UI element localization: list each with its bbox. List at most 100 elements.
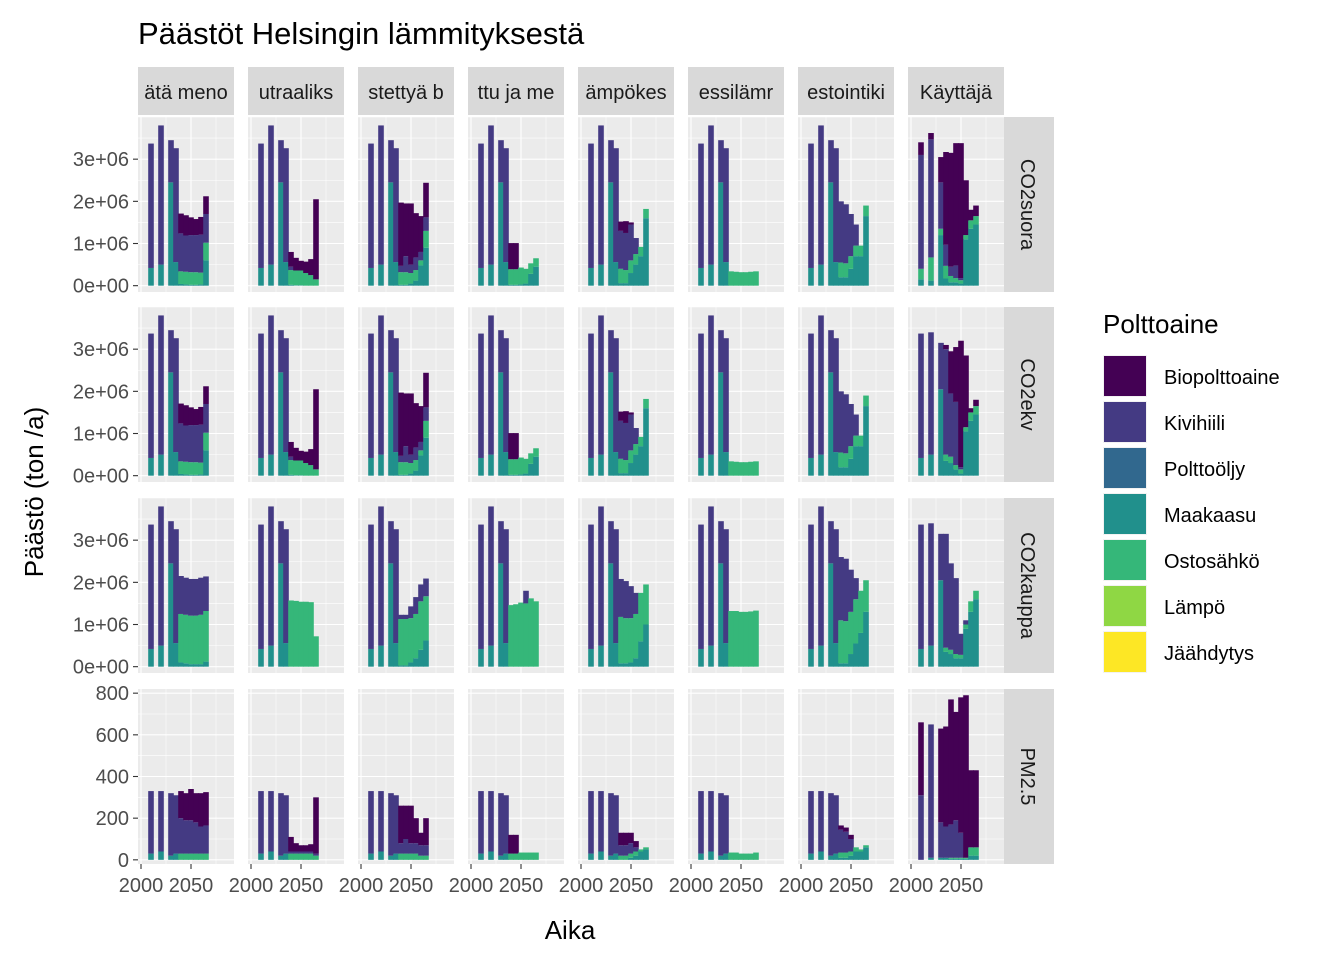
bar-segment-biopolttoaine xyxy=(948,351,954,394)
bar-segment-ostos-hk- xyxy=(863,395,869,407)
bar-segment-ostos-hk- xyxy=(403,853,409,860)
bar-segment-ostos-hk- xyxy=(403,462,409,475)
bar-segment-biopolttoaine xyxy=(508,834,514,854)
bar-segment-maakaasu xyxy=(158,264,164,286)
bar-segment-maakaasu xyxy=(973,599,979,667)
bar-segment-ostos-hk- xyxy=(958,654,964,659)
bar-segment-maakaasu xyxy=(503,262,509,286)
legend-swatch xyxy=(1104,448,1146,488)
bar-segment-ostos-hk- xyxy=(943,647,949,652)
facet-panel xyxy=(138,689,234,864)
bar-segment-ostos-hk- xyxy=(843,453,849,468)
bar-segment-ostos-hk- xyxy=(958,857,964,859)
bar-segment-ostos-hk- xyxy=(183,271,189,285)
bar-segment-kivihiili xyxy=(158,791,164,852)
bar-segment-kivihiili xyxy=(718,330,724,373)
bar-segment-maakaasu xyxy=(838,663,844,667)
panel-background xyxy=(688,117,784,292)
bar-segment-ostos-hk- xyxy=(733,852,739,860)
column-strip-label: ätä meno xyxy=(144,82,227,104)
bar-segment-biopolttoaine xyxy=(308,259,314,276)
bar-segment-kivihiili xyxy=(198,826,204,854)
bar-segment-kivihiili xyxy=(258,143,264,268)
bar-segment-ostos-hk- xyxy=(403,272,409,285)
bar-segment-kivihiili xyxy=(418,584,424,602)
chart-title: Päästöt Helsingin lämmityksestä xyxy=(138,16,585,51)
legend-item: Polttoöljy xyxy=(1103,447,1245,489)
bar-segment-ostos-hk- xyxy=(643,398,649,409)
bar-segment-ostos-hk- xyxy=(513,604,519,667)
bar-segment-maakaasu xyxy=(973,224,979,286)
legend-label: Maakaasu xyxy=(1164,505,1256,527)
bar-segment-biopolttoaine xyxy=(298,845,304,852)
bar-segment-kivihiili xyxy=(193,235,199,273)
facet-panel xyxy=(688,497,784,673)
bar-segment-kivihiili xyxy=(948,824,954,858)
bar-segment-maakaasu xyxy=(718,372,724,476)
column-strip-label: estointiki xyxy=(807,82,885,104)
bar-segment-kivihiili xyxy=(188,820,194,854)
bar-segment-biopolttoaine xyxy=(973,399,979,407)
bar-segment-maakaasu xyxy=(973,855,979,860)
bar-segment-kivihiili xyxy=(618,578,624,617)
bar-segment-maakaasu xyxy=(643,408,649,476)
bar-segment-maakaasu xyxy=(618,663,624,667)
bar-segment-kivihiili xyxy=(943,349,949,455)
bar-segment-maakaasu xyxy=(183,663,189,667)
facet-panel xyxy=(138,497,234,673)
bar-segment-maakaasu xyxy=(633,658,639,667)
bar-segment-ostos-hk- xyxy=(523,603,529,667)
bar-segment-maakaasu xyxy=(953,658,959,667)
bar-segment-kivihiili xyxy=(258,791,264,854)
bar-segment-kivihiili xyxy=(283,795,289,854)
bar-segment-biopolttoaine xyxy=(963,355,969,428)
bar-segment-ostos-hk- xyxy=(953,278,959,283)
bar-segment-maakaasu xyxy=(378,851,384,860)
bar-segment-maakaasu xyxy=(958,858,964,860)
bar-segment-biopolttoaine xyxy=(313,199,319,280)
bar-segment-kivihiili xyxy=(838,201,844,263)
bar-segment-kivihiili xyxy=(278,521,284,564)
bar-segment-maakaasu xyxy=(838,857,844,860)
bar-segment-biopolttoaine xyxy=(963,180,969,236)
bar-segment-biopolttoaine xyxy=(403,805,409,839)
bar-segment-maakaasu xyxy=(393,853,399,860)
x-tick-label: 2000 xyxy=(449,875,494,897)
bar-segment-maakaasu xyxy=(958,283,964,286)
bar-segment-maakaasu xyxy=(723,643,729,667)
bar-segment-maakaasu xyxy=(928,645,934,667)
bar-segment-biopolttoaine xyxy=(618,411,624,421)
row-strip-label: CO2suora xyxy=(1016,159,1038,251)
bar-segment-maakaasu xyxy=(943,278,949,286)
bar-segment-maakaasu xyxy=(963,239,969,286)
y-tick-label: 3e+06 xyxy=(73,149,129,171)
bar-segment-maakaasu xyxy=(853,446,859,476)
bar-segment-kivihiili xyxy=(198,234,204,273)
row-strip-bg xyxy=(1004,307,1054,482)
bar-segment-maakaasu xyxy=(423,247,429,286)
bar-segment-ostos-hk- xyxy=(308,853,314,860)
bar-segment-kivihiili xyxy=(478,333,484,458)
bar-segment-kivihiili xyxy=(598,506,604,646)
bar-segment-kivihiili xyxy=(148,333,154,458)
bar-segment-maakaasu xyxy=(533,456,539,476)
bar-segment-maakaasu xyxy=(638,256,644,286)
bar-segment-maakaasu xyxy=(588,648,594,667)
bar-segment-maakaasu xyxy=(853,643,859,667)
bar-segment-biopolttoaine xyxy=(298,260,304,271)
bar-segment-biopolttoaine xyxy=(398,202,404,266)
bar-segment-maakaasu xyxy=(608,855,614,860)
facet-panel xyxy=(688,116,784,292)
x-tick-label: 2000 xyxy=(559,875,604,897)
bar-segment-maakaasu xyxy=(948,463,954,476)
bar-segment-ostos-hk- xyxy=(313,636,319,667)
bar-segment-maakaasu xyxy=(413,658,419,667)
bar-segment-maakaasu xyxy=(723,262,729,286)
x-tick-label: 2050 xyxy=(719,875,764,897)
bar-segment-biopolttoaine xyxy=(288,441,294,457)
bar-segment-ostos-hk- xyxy=(408,853,414,860)
bar-segment-kivihiili xyxy=(958,278,964,281)
bar-segment-maakaasu xyxy=(283,452,289,476)
facet-panel xyxy=(908,116,1004,292)
bar-segment-maakaasu xyxy=(193,664,199,667)
